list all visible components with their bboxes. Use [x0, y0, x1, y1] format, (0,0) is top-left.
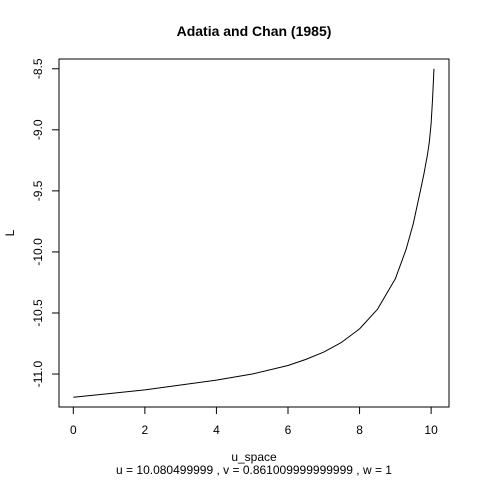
- x-tick-label: 8: [356, 423, 363, 437]
- x-axis-label: u_space: [231, 450, 277, 464]
- chart-title: Adatia and Chan (1985): [177, 23, 332, 39]
- y-tick-label: -9.5: [31, 180, 45, 201]
- y-tick-label: -9.0: [31, 119, 45, 140]
- x-tick-label: 2: [142, 423, 149, 437]
- x-tick-label: 6: [285, 423, 292, 437]
- y-tick-label: -10.0: [31, 238, 45, 266]
- y-axis-label: L: [3, 229, 17, 236]
- chart-subtitle: u = 10.080499999 , v = 0.861009999999999…: [116, 463, 392, 477]
- x-tick-label: 10: [424, 423, 438, 437]
- series-layer: [73, 68, 435, 398]
- y-axis: -11.0 -10.5 -10.0 -9.5 -9.0 -8.5: [31, 58, 60, 387]
- series-line-0: [73, 68, 435, 398]
- y-tick-label: -10.5: [31, 299, 45, 327]
- y-tick-label: -11.0: [31, 360, 45, 387]
- y-tick-label: -8.5: [31, 58, 45, 79]
- x-axis: 0 2 4 6 8 10: [70, 406, 438, 437]
- x-tick-label: 0: [70, 423, 77, 437]
- x-tick-label: 4: [213, 423, 220, 437]
